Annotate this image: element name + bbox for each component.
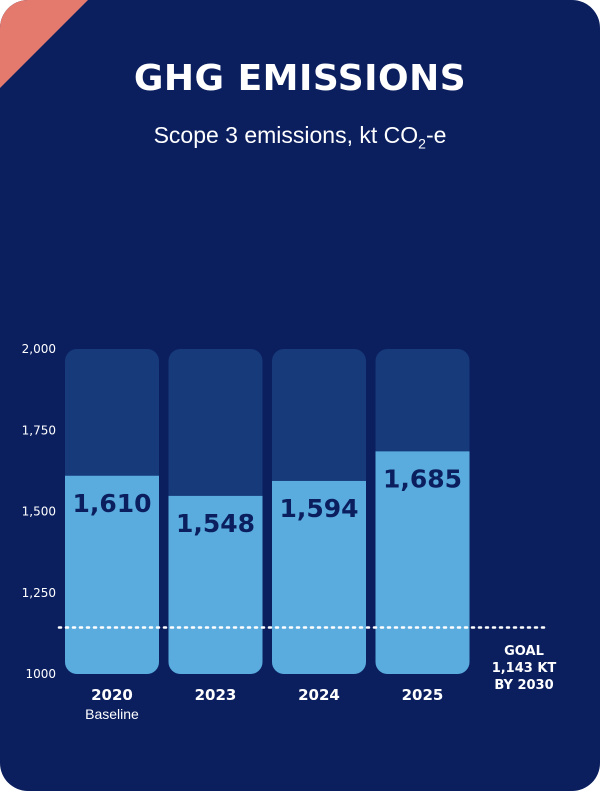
bar: [272, 480, 366, 674]
bar-value-label: 1,610: [72, 489, 151, 518]
bar: [65, 475, 159, 674]
y-tick-label: 1,750: [22, 423, 56, 437]
category-label: 2023: [195, 686, 237, 704]
bar: [168, 495, 263, 674]
corner-accent: [0, 0, 88, 88]
category-label: 2024: [298, 686, 340, 704]
chart-subtitle: Scope 3 emissions, kt CO2-e: [0, 122, 600, 152]
goal-label: GOAL 1,143 KT BY 2030: [470, 643, 578, 694]
y-tick-label: 1,500: [22, 505, 56, 519]
bar: [375, 451, 470, 674]
subtitle-subscript: 2: [418, 135, 426, 152]
chart-title: GHG EMISSIONS: [133, 58, 467, 99]
subtitle-prefix: Scope 3 emissions, kt CO: [153, 122, 419, 148]
goal-label-line-2: 1,143 KT: [491, 661, 557, 676]
category-label: 2020: [91, 686, 133, 704]
subtitle-suffix: -e: [425, 122, 447, 148]
category-sublabel: Baseline: [85, 706, 139, 722]
bar-value-label: 1,548: [176, 509, 255, 538]
goal-label-line-1: GOAL: [504, 644, 544, 659]
y-tick-label: 1000: [25, 667, 56, 681]
y-tick-label: 2,000: [22, 342, 56, 356]
bar-value-label: 1,685: [383, 464, 462, 493]
goal-label-line-3: BY 2030: [494, 678, 554, 693]
category-label: 2025: [402, 686, 444, 704]
y-tick-label: 1,250: [22, 586, 56, 600]
bar-value-label: 1,594: [279, 494, 358, 523]
